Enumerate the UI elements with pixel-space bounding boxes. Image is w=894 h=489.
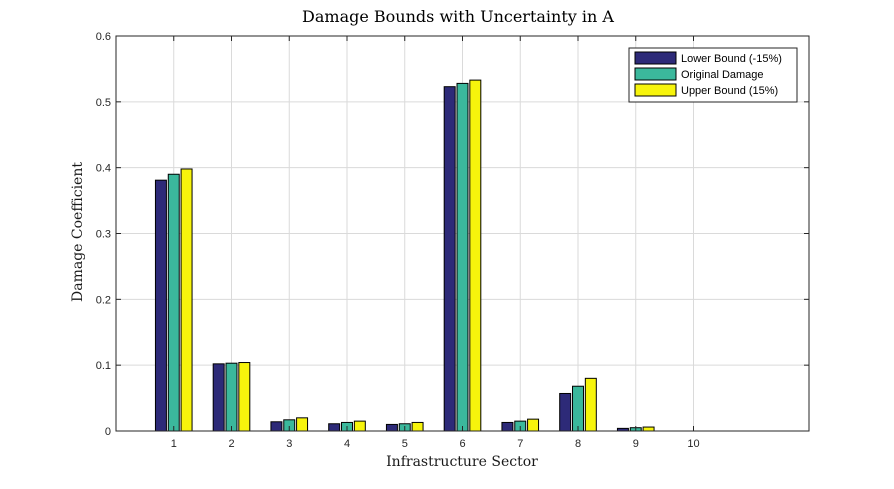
legend-entry: Upper Bound (15%)	[681, 85, 778, 97]
bar	[527, 418, 540, 432]
bar	[328, 423, 341, 432]
x-tick-label: 9	[633, 438, 639, 450]
x-tick-label: 6	[459, 438, 465, 450]
y-axis-label: Damage Coefficient	[70, 162, 86, 302]
x-tick-label: 4	[344, 438, 350, 450]
bar	[469, 79, 482, 432]
x-tick-label: 2	[228, 438, 234, 450]
chart-title: Damage Bounds with Uncertainty in A	[302, 7, 614, 26]
x-tick-label: 10	[687, 438, 699, 450]
bar	[353, 420, 366, 432]
bar	[212, 363, 225, 432]
y-tick-label: 0.6	[96, 31, 111, 43]
x-axis-label: Infrastructure Sector	[386, 454, 538, 470]
bar	[642, 426, 655, 432]
y-tick-label: 0.5	[96, 97, 111, 109]
bar	[456, 82, 469, 432]
y-tick-label: 0.3	[96, 229, 111, 241]
x-tick-label: 7	[517, 438, 523, 450]
y-tick-label: 0.1	[96, 360, 111, 372]
bar	[167, 173, 180, 432]
bar	[559, 392, 572, 432]
y-tick-label: 0	[105, 426, 111, 438]
x-tick-label: 5	[402, 438, 408, 450]
legend-entry: Lower Bound (-15%)	[681, 53, 782, 65]
bar	[385, 423, 398, 432]
y-axis-ticks: 0 0.1 0.2 0.3 0.4 0.5 0.6	[96, 31, 809, 438]
legend: Lower Bound (-15%) Original Damage Upper B…	[628, 47, 798, 103]
bar	[411, 421, 424, 432]
x-tick-label: 1	[171, 438, 177, 450]
legend-swatch	[634, 51, 677, 65]
bar	[443, 86, 456, 432]
y-tick-label: 0.2	[96, 294, 111, 306]
bar	[501, 421, 514, 432]
legend-swatch	[634, 67, 677, 81]
x-axis-ticks: 1 2 3 4 5 6 7 8 9 10	[171, 36, 700, 450]
x-tick-label: 8	[575, 438, 581, 450]
y-tick-label: 0.4	[96, 163, 111, 175]
legend-swatch	[634, 83, 677, 97]
bar	[296, 417, 309, 432]
bar	[238, 362, 251, 432]
legend-entry: Original Damage	[681, 69, 764, 81]
x-tick-label: 3	[286, 438, 292, 450]
bar	[180, 168, 193, 432]
bar	[154, 179, 167, 432]
bar	[584, 377, 597, 432]
bar	[572, 385, 584, 432]
bar	[225, 362, 238, 432]
bar	[270, 421, 283, 432]
